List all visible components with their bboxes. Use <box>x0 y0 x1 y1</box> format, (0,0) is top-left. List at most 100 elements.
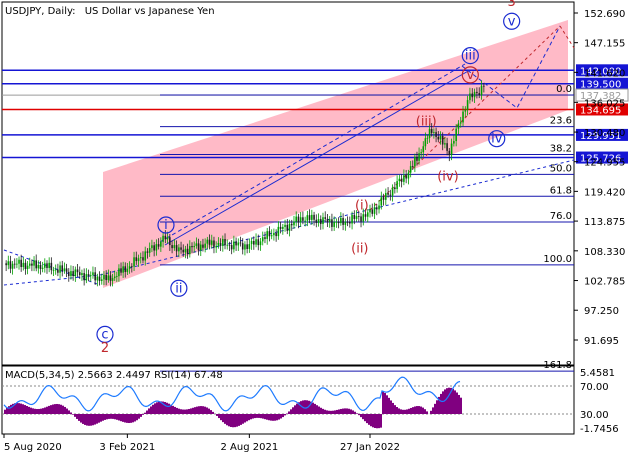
candle-body <box>422 146 425 153</box>
macd-bar <box>150 406 152 414</box>
candle-body <box>315 219 318 223</box>
candle-body <box>199 244 202 251</box>
candle-body <box>113 276 116 279</box>
rsi-line <box>3 376 461 412</box>
price-level-tag <box>576 64 628 77</box>
wave-label: (iii) <box>416 115 437 130</box>
chart-title: USDJPY, Daily: US Dollar vs Japanese Yen <box>5 6 215 17</box>
macd-bar <box>180 409 182 414</box>
macd-bar <box>328 410 330 414</box>
candle-body <box>248 244 251 249</box>
macd-bar <box>136 414 138 421</box>
macd-bar <box>102 414 104 421</box>
macd-bar <box>170 404 172 414</box>
candle-body <box>400 178 403 182</box>
macd-bar <box>74 414 76 417</box>
candle-body <box>180 247 182 250</box>
macd-bar <box>294 405 296 414</box>
macd-bar <box>324 409 326 414</box>
wave-circle <box>461 46 479 65</box>
candle-body <box>407 172 410 179</box>
candle-body <box>72 271 74 277</box>
macd-bar <box>316 405 318 414</box>
macd-bar <box>392 402 394 414</box>
candle-body <box>308 215 311 220</box>
candle-body <box>466 100 469 111</box>
macd-bar <box>188 408 190 414</box>
candle-body <box>326 218 329 222</box>
candle-body <box>16 263 18 265</box>
candle-body <box>13 263 16 265</box>
candle-body <box>237 242 240 246</box>
macd-bar <box>220 414 222 421</box>
macd-bar <box>298 402 300 414</box>
candle-body <box>430 128 433 133</box>
macd-bar <box>46 406 48 414</box>
price-level-label: 129.951 <box>580 131 621 142</box>
candle-body <box>18 259 20 264</box>
y-tick-label: 130.480 <box>584 128 625 139</box>
macd-bar <box>332 410 334 414</box>
macd-bar <box>444 389 446 414</box>
macd-bar <box>26 405 28 414</box>
macd-bar <box>132 414 134 423</box>
fib-label: 50.0 <box>550 163 572 174</box>
main-plot-frame <box>1 1 575 366</box>
macd-bar <box>436 400 438 414</box>
macd-bar <box>4 409 6 414</box>
macd-bar <box>124 414 126 423</box>
macd-bar <box>346 408 348 414</box>
macd-bar <box>308 400 310 414</box>
macd-bar <box>118 414 120 421</box>
macd-bar <box>374 414 376 428</box>
macd-bar <box>182 409 184 414</box>
candle-body <box>288 223 291 231</box>
macd-bar <box>32 408 34 414</box>
candle-body <box>160 241 162 247</box>
candle-body <box>389 194 392 196</box>
macd-bar <box>386 395 388 414</box>
macd-bar <box>8 406 10 414</box>
candle-body <box>342 218 344 225</box>
candle-body <box>282 226 284 229</box>
indicator-title: MACD(5,34,5) 2.5663 2.4497 RSI(14) 67.48 <box>5 370 223 381</box>
candle-body <box>48 262 50 269</box>
candle-body <box>92 272 94 276</box>
macd-bar <box>442 391 444 414</box>
candle-body <box>139 257 142 259</box>
x-tick-label: 2 Aug 2021 <box>221 442 279 453</box>
candle-body <box>28 263 31 266</box>
candle-body <box>268 231 271 237</box>
macd-bar <box>64 406 66 414</box>
macd-bar <box>68 410 70 414</box>
candle-body <box>81 273 83 276</box>
macd-bar <box>160 401 162 414</box>
macd-bar <box>402 409 404 414</box>
wave-solid-line <box>164 69 471 246</box>
indicator-tick-label: 30.00 <box>580 410 609 421</box>
macd-bar <box>224 414 226 424</box>
candle-body <box>244 244 246 250</box>
price-level-label: 137.382 <box>580 91 621 102</box>
candle-body <box>162 235 164 242</box>
candle-body <box>333 222 335 227</box>
wave-label: c <box>101 327 108 342</box>
candle-body <box>52 269 55 271</box>
candle-body <box>204 243 206 248</box>
macd-bar <box>352 410 354 414</box>
wave-label: i <box>164 218 168 233</box>
wave-circle <box>488 130 506 148</box>
macd-bar <box>140 414 142 417</box>
wave-circle <box>157 216 175 234</box>
candle-body <box>290 223 293 226</box>
macd-bar <box>448 387 450 414</box>
y-tick-label: 113.875 <box>584 217 625 228</box>
candle-body <box>230 245 233 250</box>
y-tick-label: 152.690 <box>584 9 625 20</box>
macd-bar <box>430 410 432 414</box>
candle-body <box>246 244 248 249</box>
candle-body <box>116 276 118 278</box>
macd-bar <box>172 405 174 414</box>
macd-bar <box>152 404 154 414</box>
macd-bar <box>240 414 242 425</box>
